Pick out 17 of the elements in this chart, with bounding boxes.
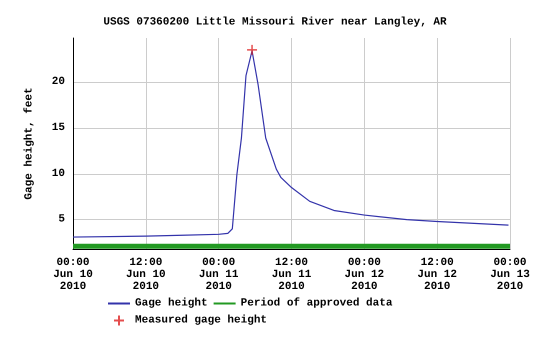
y-tick-label: 15	[52, 122, 66, 134]
x-tick-label: 12:00 Jun 12 2010	[417, 257, 457, 293]
x-tick-label: 12:00 Jun 11 2010	[272, 257, 312, 293]
y-tick-label: 10	[52, 168, 65, 180]
line-series	[72, 50, 510, 238]
legend-label: Gage height	[135, 298, 208, 310]
legend-label: Period of approved data	[240, 296, 393, 310]
x-tick-label: 00:00 Jun 10 2010	[53, 257, 93, 293]
y-tick-label: 20	[52, 76, 65, 88]
x-tick-label: 12:00 Jun 10 2010	[126, 257, 166, 293]
x-tick-label: 00:00 Jun 13 2010	[490, 257, 530, 293]
x-tick-label: 00:00 Jun 11 2010	[198, 257, 239, 293]
chart-title: USGS 07360200 Little Missouri River near Langley, AR	[103, 16, 448, 28]
y-tick-label: 5	[58, 214, 66, 226]
y-axis-title: Gage height, feet	[22, 87, 36, 200]
legend-label: Measured gage height	[135, 314, 268, 326]
x-tick-label: 00:00 Jun 12 2010	[344, 257, 384, 293]
